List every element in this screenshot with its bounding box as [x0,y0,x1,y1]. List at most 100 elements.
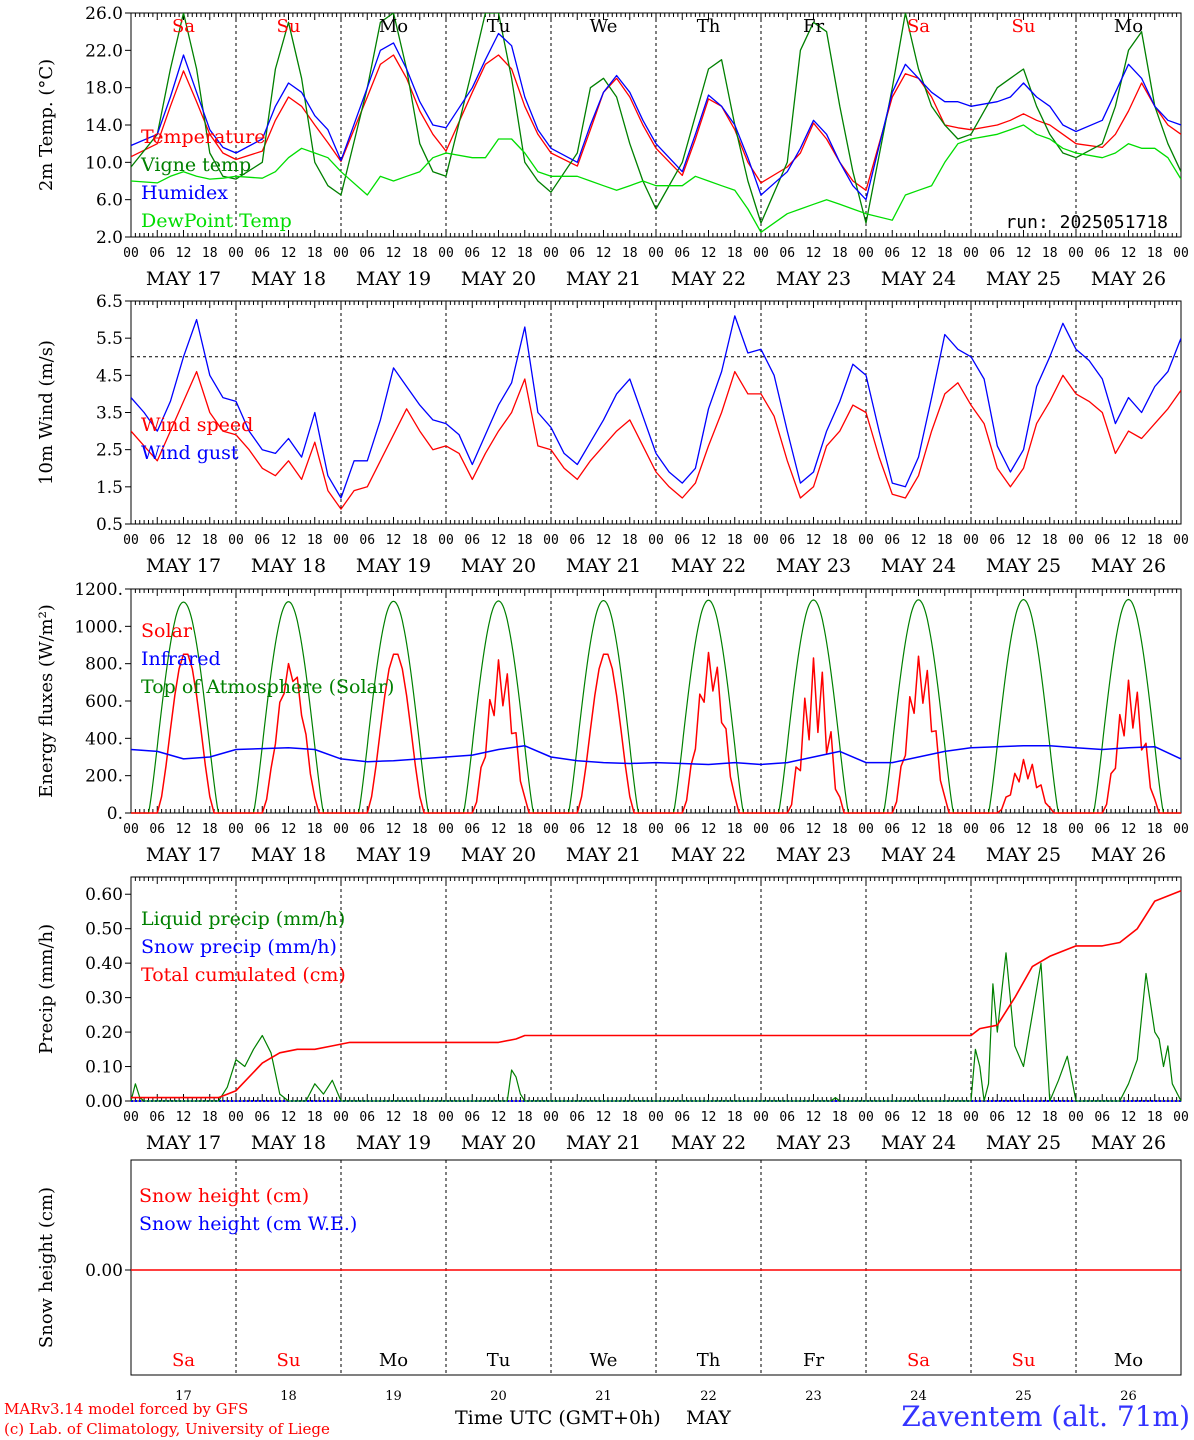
hour-tick-label: 12 [386,822,402,837]
day-label: MAY 26 [1091,844,1166,866]
legend-entry: Vigne temp [140,154,251,176]
panel-energy: 00 06 12 18 00 06 12 18 00 06 12 18 00 06 12 18 00 06 12 18… [36,580,1189,866]
hour-tick-label: 12 [911,1110,927,1125]
weekday-label: Sa [172,1350,195,1371]
y-axis-label: 2m Temp. (°C) [36,59,57,191]
hour-tick-label: 00 [228,533,244,548]
legend-entry: Infrared [141,648,221,670]
hour-tick-label: 06 [359,533,375,548]
hour-tick-label: 00 [753,246,769,261]
weekday-label: Sa [907,16,930,37]
solar-curve [341,653,446,814]
y-tick-label: 0.40 [85,954,123,974]
series-line [131,54,1181,191]
hour-tick-label: 00 [438,246,454,261]
hour-tick-label: 12 [701,822,717,837]
y-tick-label: 1200. [74,580,123,600]
hour-tick-label: 18 [622,1110,638,1125]
hour-tick-label: 00 [1068,246,1084,261]
hour-tick-label: 00 [648,822,664,837]
hour-tick-label: 18 [412,1110,428,1125]
panel-precip: 00 06 12 18 00 06 12 18 00 06 12 18 00 06 12 18 00 06 12 18… [36,876,1189,1154]
day-label: MAY 21 [566,844,641,866]
hour-tick-label: 06 [1094,246,1110,261]
hour-tick-label: 06 [989,533,1005,548]
hour-tick-label: 12 [281,822,297,837]
hour-tick-label: 12 [1016,822,1032,837]
panel-wind: 00 06 12 18 00 06 12 18 00 06 12 18 00 06 12 18 00 06 12 18… [36,292,1189,577]
hour-tick-label: 12 [701,533,717,548]
hour-tick-label: 00 [333,822,349,837]
solar-curve [761,657,866,814]
day-number-label: 26 [1120,1389,1137,1404]
series-line [131,124,1181,233]
weekday-label: Mo [379,16,408,37]
y-axis-label: Precip (mm/h) [36,924,57,1054]
hour-tick-label: 12 [386,246,402,261]
solar-curve [551,653,656,814]
hour-tick-label: 12 [596,822,612,837]
hour-tick-label: 18 [202,246,218,261]
hour-tick-label: 18 [727,533,743,548]
hour-tick-label: 12 [911,822,927,837]
weekday-label: We [590,16,618,37]
legend-entry: Wind speed [141,414,253,436]
hour-tick-label: 06 [254,1110,270,1125]
hour-tick-label: 18 [412,822,428,837]
hour-tick-label: 18 [832,246,848,261]
hour-tick-label: 00 [858,822,874,837]
hour-tick-label: 06 [569,533,585,548]
hour-tick-label: 00 [963,533,979,548]
hour-tick-label: 18 [1147,822,1163,837]
hour-tick-label: 06 [149,1110,165,1125]
hour-tick-label: 12 [176,822,192,837]
hour-tick-label: 06 [1094,822,1110,837]
hour-tick-label: 00 [648,1110,664,1125]
hour-tick-label: 06 [464,533,480,548]
hour-tick-label: 18 [517,822,533,837]
y-tick-label: 4.5 [96,366,123,386]
hour-tick-label: 18 [727,1110,743,1125]
hour-tick-label: 06 [1094,533,1110,548]
legend-entry: Humidex [141,182,228,204]
day-number-label: 23 [805,1389,822,1404]
y-tick-label: 600. [85,692,123,712]
hour-tick-label: 00 [123,822,139,837]
hour-tick-label: 18 [622,533,638,548]
day-number-label: 22 [700,1389,717,1404]
day-label: MAY 17 [146,555,221,577]
y-tick-label: 0.20 [85,1023,123,1043]
hour-tick-label: 18 [937,246,953,261]
series-line [131,32,1181,201]
hour-tick-label: 00 [1173,246,1189,261]
hour-tick-label: 00 [333,533,349,548]
hour-tick-label: 12 [1121,822,1137,837]
legend-entry: Total cumulated (cm) [141,964,346,986]
day-number-label: 24 [910,1389,927,1404]
solar-curve [131,653,236,814]
hour-tick-label: 00 [753,822,769,837]
hour-tick-label: 18 [307,246,323,261]
day-label: MAY 18 [251,1132,326,1154]
hour-tick-label: 00 [1173,533,1189,548]
hour-tick-label: 12 [806,822,822,837]
hour-tick-label: 18 [307,1110,323,1125]
weekday-label: Mo [1114,16,1143,37]
hour-tick-label: 12 [176,246,192,261]
solar-curve [446,659,551,814]
solar-curve [971,758,1076,814]
hour-tick-label: 18 [1042,533,1058,548]
hour-tick-label: 06 [569,822,585,837]
series-group [131,315,1181,510]
day-label: MAY 24 [881,1132,956,1154]
y-tick-label: 0.00 [85,1261,123,1281]
hour-tick-label: 12 [806,533,822,548]
hour-tick-label: 06 [884,1110,900,1125]
series-group [131,13,1181,233]
hour-tick-label: 18 [1147,246,1163,261]
day-number-label: 25 [1015,1389,1032,1404]
hour-tick-label: 06 [254,822,270,837]
hour-tick-label: 00 [858,533,874,548]
hour-tick-label: 00 [123,246,139,261]
